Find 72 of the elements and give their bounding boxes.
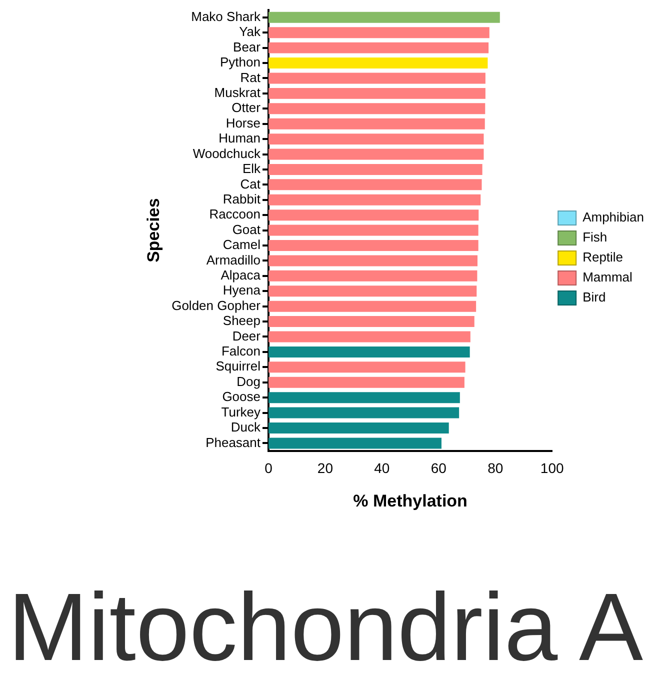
y-tick-label: Cat [240, 176, 261, 192]
y-tick-label: Falcon [221, 344, 260, 359]
y-tick-label: Bear [233, 39, 262, 54]
x-tick-label: 80 [488, 460, 504, 476]
y-tick-label: Golden Gopher [172, 298, 262, 313]
bar [268, 134, 484, 145]
bar [268, 148, 484, 160]
bar [268, 300, 476, 312]
y-tick-label: Python [220, 54, 260, 70]
bar [268, 240, 478, 251]
legend-label: Mammal [582, 270, 633, 285]
legend-label: Amphibian [582, 210, 644, 225]
y-tick-label: Turkey [221, 404, 261, 420]
y-tick-label: Sheep [222, 313, 260, 328]
bar [268, 224, 478, 236]
x-tick-label: 60 [430, 460, 447, 476]
bar [268, 194, 481, 206]
y-tick-label: Alpaca [220, 268, 262, 282]
y-tick-label: Goose [222, 389, 260, 404]
x-axis-title: % Methylation [353, 491, 468, 510]
y-tick-label: Rat [240, 70, 261, 85]
bar [268, 438, 442, 449]
bar [268, 422, 449, 434]
bar [268, 27, 490, 38]
y-tick-label: Rabbit [222, 191, 261, 206]
y-tick-label: Horse [226, 115, 260, 130]
y-tick-label: Yak [239, 24, 261, 40]
text: Mitochondria A [8, 574, 644, 677]
y-tick-label: Armadillo [206, 252, 260, 268]
legend-label: Fish [582, 230, 608, 245]
bar [268, 407, 460, 418]
y-tick-label: Deer [232, 328, 262, 344]
y-tick-label: Raccoon [209, 206, 260, 222]
y-tick-label: Woodchuck [192, 146, 261, 161]
legend-label: Bird [582, 290, 606, 305]
y-tick-label: Squirrel [216, 358, 261, 374]
bar [268, 286, 477, 297]
bar [268, 103, 486, 114]
y-tick-label: Dog [236, 374, 260, 389]
y-tick-label: Human [218, 130, 260, 146]
bar [268, 12, 500, 23]
bar [268, 362, 466, 373]
x-tick-label: 20 [317, 460, 334, 476]
y-tick-label: Duck [230, 420, 261, 435]
x-tick-label: 100 [540, 460, 564, 476]
bar [268, 392, 460, 404]
x-tick-label: 40 [374, 460, 390, 476]
bar [268, 42, 489, 54]
bar [268, 164, 482, 175]
bar [268, 88, 486, 99]
y-tick-label: Elk [242, 161, 261, 176]
bar [268, 316, 474, 328]
legend-label: Reptile [582, 250, 624, 265]
y-tick-label: Hyena [222, 282, 262, 298]
bar [268, 179, 482, 190]
y-axis-title: Species [144, 198, 163, 262]
y-tick-label: Pheasant [206, 434, 261, 450]
bar [268, 255, 478, 266]
bar [268, 346, 470, 358]
y-tick-label: Mako Shark [191, 8, 261, 24]
y-tick-label: Camel [222, 237, 261, 252]
bar [268, 118, 485, 130]
x-tick-label: 0 [264, 460, 273, 476]
bar [268, 58, 488, 69]
y-tick-label: Otter [232, 100, 262, 116]
y-tick-label: Muskrat [214, 85, 261, 100]
y-tick-label: Goat [232, 222, 261, 237]
bar [268, 376, 464, 388]
bar [268, 331, 470, 342]
bar [268, 270, 478, 282]
bar [268, 72, 486, 84]
bar [268, 210, 479, 221]
